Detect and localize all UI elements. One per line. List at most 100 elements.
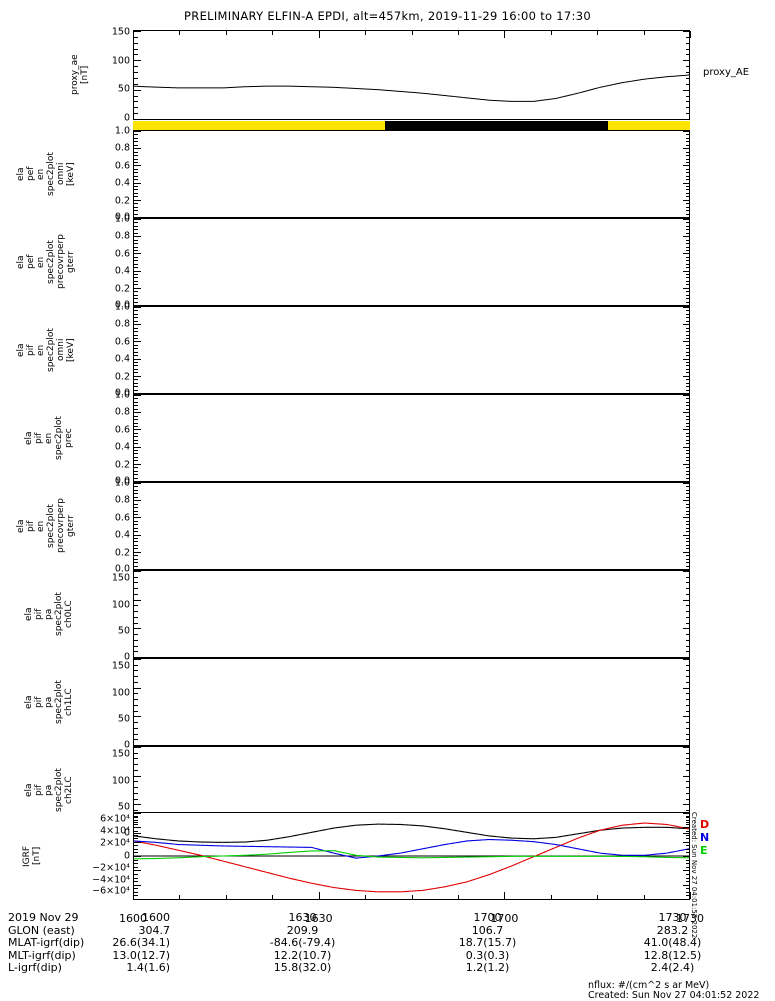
axis-label-line: ela: [16, 167, 26, 181]
page-title: PRELIMINARY ELFIN-A EPDI, alt=457km, 201…: [184, 9, 591, 23]
axis-label-line: en: [36, 520, 46, 532]
ytick: 0.4: [114, 353, 130, 365]
ytick: 0: [123, 112, 130, 124]
ytick: 100: [111, 686, 130, 698]
table-cell: 106.7: [471, 923, 504, 937]
ytick: 0.6: [114, 248, 130, 260]
table-cell: 12.2(10.7): [273, 948, 332, 962]
axis-label-line: en: [44, 432, 54, 444]
panel-ela-pif-pa-ch0lc-axis-label: ela pif pa spec2plot ch0LC: [24, 570, 74, 658]
axis-label-line: pif: [26, 520, 36, 532]
axis-label-line: en: [36, 168, 46, 180]
panel-proxy-ae-axis-label: proxy_ae [nT]: [70, 30, 90, 120]
ytick: 0.2: [114, 282, 130, 294]
ytick: 0.8: [114, 494, 130, 506]
table-cell: 209.9: [286, 923, 319, 937]
panel-ela-pif-en-prec: [133, 394, 690, 482]
panel-igrf-yticks: 6×10⁴ 4×10⁴ 2×10⁴ 0 −2×10⁴ −4×10⁴ −6×10⁴: [70, 812, 130, 900]
ytick: 150: [111, 660, 130, 672]
axis-label-line: precovrperp: [56, 234, 66, 290]
ytick: 1.0: [114, 389, 130, 401]
panel-ela-pif-en-precovrperp-gterr-yticks: 1.0 0.8 0.6 0.4 0.2 0.0: [70, 478, 130, 573]
ytick: −2×10⁴: [92, 862, 130, 874]
ytick: 100: [111, 54, 130, 66]
axis-label-line: ela: [24, 607, 34, 621]
table-cell: 2.4(2.4): [650, 961, 695, 975]
ytick: 0.0: [114, 299, 130, 311]
axis-label-line: pif: [34, 696, 44, 708]
panel-proxy-ae-yticks: 150 100 50 0: [70, 26, 130, 124]
table-cell: 0.3(0.3): [465, 948, 510, 962]
ytick: 0: [123, 651, 130, 663]
table-row-label: MLT-igrf(dip): [8, 948, 76, 962]
panel-ela-pef-en-omni: [133, 130, 690, 218]
axis-label-line: spec2plot: [54, 592, 64, 636]
ytick: 0.4: [114, 177, 130, 189]
table-row-label: L-igrf(dip): [8, 961, 62, 975]
axis-label-line: pif: [34, 608, 44, 620]
ytick: 0.0: [114, 211, 130, 223]
table-cell: 304.7: [138, 923, 171, 937]
axis-label-line: spec2plot: [54, 768, 64, 812]
axis-label-line: ela: [24, 695, 34, 709]
ytick: 0.0: [114, 387, 130, 399]
axis-label-line: gterr: [66, 250, 76, 274]
ytick: 0.6: [114, 336, 130, 348]
axis-label-line: [nT]: [80, 65, 90, 85]
axis-label-line: spec2plot: [54, 416, 64, 460]
axis-label-line: pef: [26, 166, 36, 182]
axis-label-line: spec2plot: [46, 328, 56, 372]
created-footnote: Created: Sun Nov 27 04:01:52 2022: [588, 990, 760, 1001]
panel-ela-pef-en-omni-yticks: 1.0 0.8 0.6 0.4 0.2 0.0: [70, 126, 130, 221]
axis-label-line: ela: [16, 519, 26, 533]
ytick: 0.4: [114, 441, 130, 453]
ytick: 150: [111, 572, 130, 584]
axis-label-line: ch0LC: [64, 600, 74, 628]
ytick: 6×10⁴: [100, 813, 130, 825]
panel-ela-pif-pa-ch0lc: [133, 570, 690, 658]
ytick: 0.2: [114, 194, 130, 206]
axis-label-line: pa: [44, 696, 54, 708]
panel-ela-pef-en-omni-axis-label: ela pef en spec2plot omni [keV]: [16, 130, 76, 218]
igrf-traces: [134, 822, 689, 893]
ytick: 0.4: [114, 265, 130, 277]
table-cell: 13.0(12.7): [112, 948, 170, 962]
table-cell: -84.6(-79.4): [269, 936, 336, 950]
ytick: 0.8: [114, 142, 130, 154]
ytick: 150: [111, 26, 130, 38]
panel-ela-pif-en-prec-yticks: 1.0 0.8 0.6 0.4 0.2 0.0: [70, 390, 130, 485]
table-cell: 15.8(32.0): [273, 961, 332, 975]
axis-label-line: omni: [56, 162, 66, 186]
panel-ela-pif-pa-ch1lc-yticks: 150 100 50 0: [70, 658, 130, 749]
created-watermark-rotated: Created: Sun Nov 27 04:01:52 2022: [690, 812, 698, 939]
legend-entry-d: D: [700, 818, 710, 831]
ytick: 0.4: [114, 529, 130, 541]
table-cell: 283.2: [656, 923, 689, 937]
axis-label-line: pa: [44, 784, 54, 796]
axis-label-line: ela: [24, 783, 34, 797]
axis-label-line: IGRF: [22, 845, 32, 867]
panel-igrf: [133, 812, 690, 900]
ytick: 0: [123, 739, 130, 751]
axis-label-line: ch2LC: [64, 776, 74, 804]
daynight-segment-black: [384, 121, 608, 130]
axis-label-line: pif: [34, 784, 44, 796]
ytick: 0: [123, 849, 130, 861]
axis-label-line: ch1LC: [64, 688, 74, 716]
ytick: 0.2: [114, 546, 130, 558]
axis-label-line: pif: [34, 432, 44, 444]
table-cell: 41.0(48.4): [643, 936, 702, 950]
ytick: 1.0: [114, 477, 130, 489]
ytick: 50: [117, 713, 130, 725]
axis-label-line: spec2plot: [54, 680, 64, 724]
proxy-ae-trace: [134, 74, 689, 102]
proxy-ae-series-label: proxy_AE: [703, 67, 750, 78]
axis-label-line: [keV]: [66, 162, 76, 186]
ytick: 1.0: [114, 213, 130, 225]
table-cell: 12.8(12.5): [643, 948, 702, 962]
ytick: 100: [111, 774, 130, 786]
tick-mark: [690, 31, 691, 38]
panel-ela-pif-en-omni-yticks: 1.0 0.8 0.6 0.4 0.2 0.0: [70, 302, 130, 397]
ytick: 100: [111, 598, 130, 610]
